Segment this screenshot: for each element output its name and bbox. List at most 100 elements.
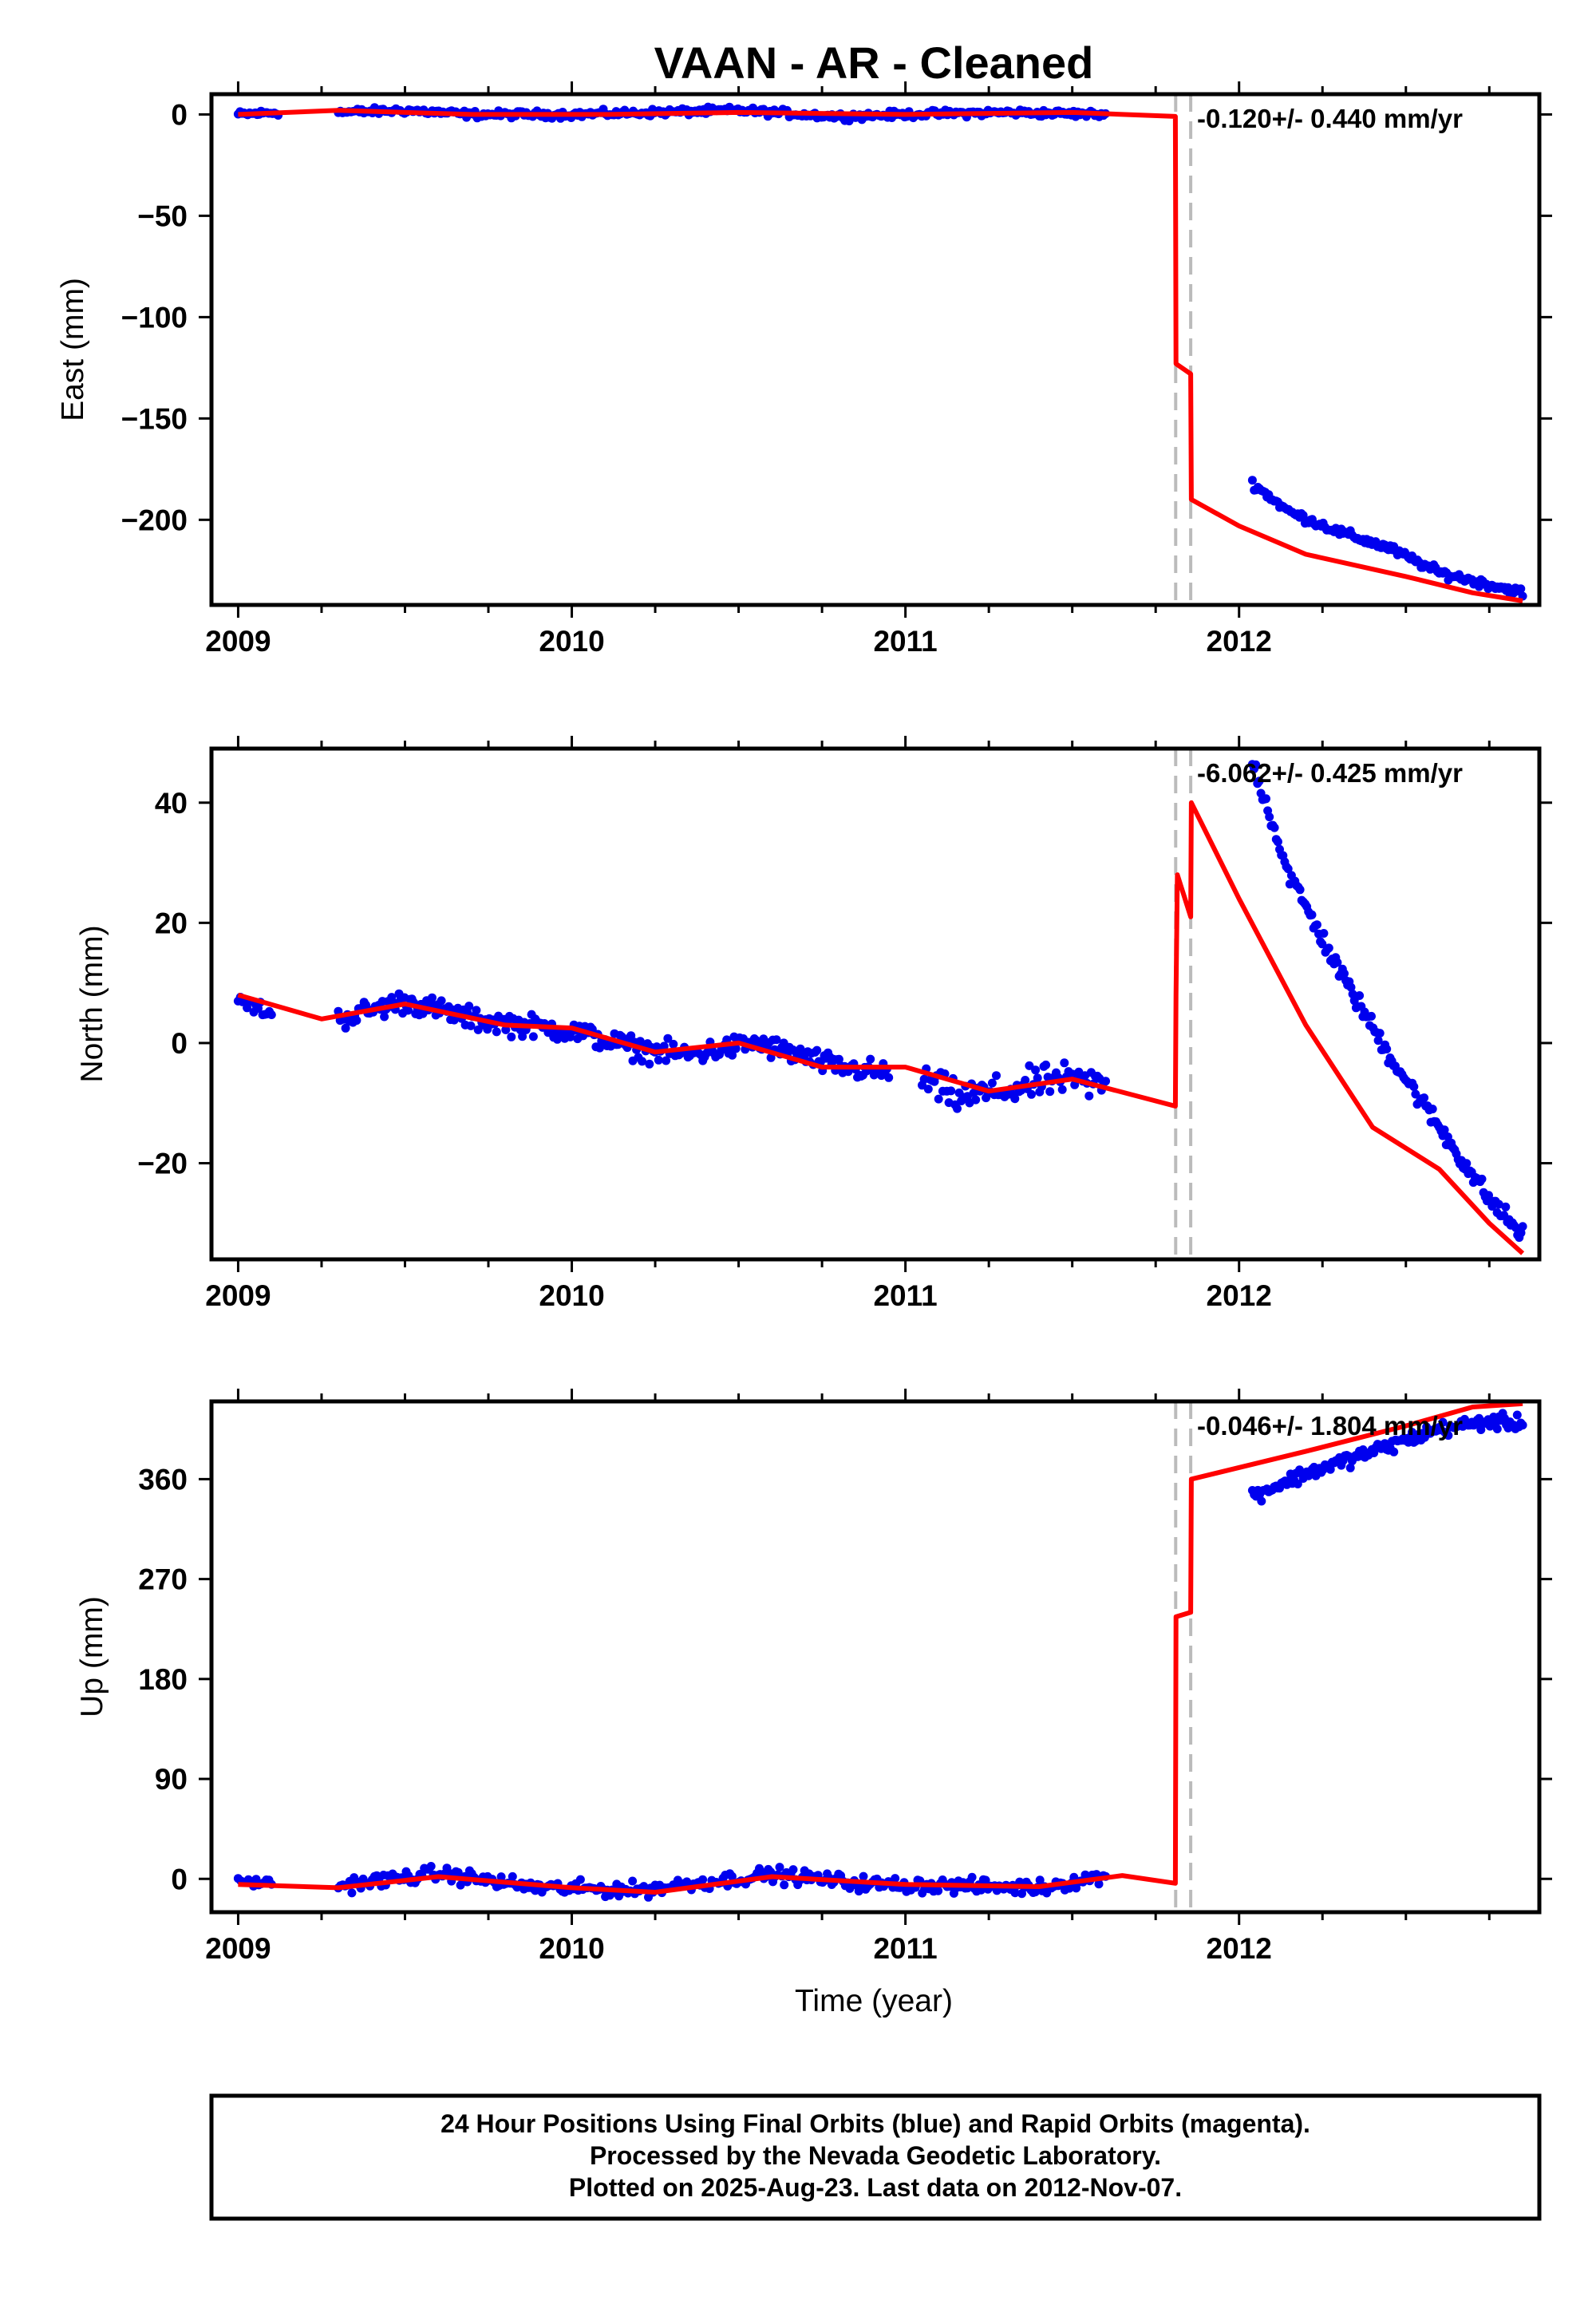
- rate-label: -6.062+/- 0.425 mm/yr: [1197, 758, 1463, 788]
- data-point: [1283, 864, 1293, 874]
- data-point: [987, 1078, 997, 1088]
- plot-area: [233, 749, 1527, 1259]
- data-point: [891, 1874, 900, 1883]
- data-point: [518, 1032, 527, 1041]
- data-point: [1035, 1875, 1045, 1885]
- data-point: [492, 1027, 501, 1037]
- data-point: [654, 1055, 663, 1065]
- data-point: [507, 1032, 516, 1041]
- data-point: [1355, 991, 1365, 1000]
- plot-area: [233, 1401, 1527, 1912]
- data-point: [662, 1056, 671, 1065]
- data-point: [1101, 1077, 1110, 1086]
- data-point: [731, 1044, 741, 1053]
- data-point: [1518, 1421, 1527, 1430]
- footer-line-3: Plotted on 2025-Aug-23. Last data on 201…: [569, 2173, 1182, 2202]
- y-axis-label: East (mm): [56, 278, 90, 421]
- data-point: [1027, 1089, 1036, 1099]
- data-point: [628, 1876, 638, 1886]
- footer-box: [209, 2093, 1542, 2221]
- data-point: [341, 1023, 350, 1033]
- plot-frame: [209, 746, 1542, 1262]
- data-point: [1312, 920, 1321, 930]
- chart-title: VAAN - AR - Cleaned: [654, 38, 1094, 88]
- data-point: [1033, 1073, 1042, 1083]
- x-tick-label: 2009: [205, 1279, 271, 1312]
- x-tick-label: 2009: [205, 625, 271, 658]
- data-point: [1444, 1431, 1453, 1441]
- data-point: [501, 1025, 511, 1034]
- data-point: [971, 1095, 981, 1105]
- plot-frame: [209, 92, 1542, 607]
- data-point: [1494, 1199, 1503, 1209]
- data-point: [866, 1054, 875, 1064]
- plot-frame: [209, 1399, 1542, 1915]
- data-point: [472, 1006, 481, 1015]
- data-point: [1262, 794, 1270, 804]
- data-point: [1382, 1045, 1392, 1053]
- y-axis-label: North (mm): [75, 925, 109, 1082]
- data-point: [934, 1094, 943, 1104]
- data-point: [1333, 958, 1342, 967]
- data-point: [380, 1012, 389, 1022]
- data-point: [1501, 1202, 1511, 1211]
- data-point: [1010, 1094, 1020, 1104]
- data-point: [992, 1071, 1001, 1081]
- data-point: [428, 993, 437, 1002]
- x-tick-label: 2010: [539, 1932, 604, 1965]
- y-tick-label: 40: [155, 787, 188, 820]
- data-point: [1307, 910, 1317, 919]
- data-point: [267, 1010, 276, 1019]
- data-point: [387, 993, 397, 1002]
- data-point: [352, 1016, 361, 1026]
- y-tick-label: 360: [138, 1463, 188, 1496]
- data-point: [496, 1872, 506, 1882]
- data-point: [1345, 1463, 1355, 1472]
- data-point: [404, 1006, 413, 1015]
- data-point: [1477, 1174, 1487, 1184]
- y-tick-label: 90: [155, 1763, 188, 1796]
- data-point: [1021, 1076, 1030, 1085]
- data-point: [780, 1880, 789, 1890]
- x-tick-label: 2012: [1207, 1279, 1272, 1312]
- data-point: [859, 1871, 868, 1881]
- x-tick-label: 2012: [1207, 625, 1272, 658]
- data-point: [1409, 1082, 1419, 1092]
- data-point: [1389, 1447, 1399, 1456]
- data-point: [884, 1073, 894, 1082]
- data-point: [1462, 1159, 1472, 1168]
- data-point: [437, 996, 446, 1006]
- rate-label: -0.120+/- 0.440 mm/yr: [1197, 104, 1463, 133]
- model-line: [238, 108, 1523, 603]
- data-point: [788, 1865, 798, 1875]
- x-tick-label: 2011: [873, 625, 937, 658]
- data-point: [1325, 1464, 1335, 1474]
- data-point: [1346, 982, 1356, 992]
- footer-line-1: 24 Hour Positions Using Final Orbits (bl…: [440, 2109, 1310, 2138]
- data-point: [1010, 1888, 1020, 1898]
- data-point: [698, 1875, 708, 1884]
- data-point: [659, 1041, 669, 1051]
- data-point: [1257, 1496, 1266, 1506]
- data-point: [464, 1002, 474, 1011]
- data-point: [919, 1074, 929, 1084]
- y-tick-label: 0: [171, 98, 188, 131]
- data-point: [1440, 1125, 1449, 1135]
- data-point: [1094, 1879, 1104, 1889]
- data-point: [772, 1035, 781, 1045]
- data-point: [663, 1034, 673, 1043]
- data-point: [1324, 943, 1333, 953]
- data-point: [1041, 1060, 1051, 1069]
- rate-label: -0.046+/- 1.804 mm/yr: [1197, 1411, 1463, 1441]
- data-point: [1254, 777, 1264, 786]
- model-line: [238, 1401, 1523, 1895]
- data-point: [453, 1867, 463, 1877]
- data-point: [923, 1085, 933, 1094]
- data-point: [953, 1104, 962, 1113]
- data-point: [1516, 584, 1526, 594]
- data-point: [1375, 1029, 1385, 1038]
- y-axis-label: Up (mm): [75, 1596, 109, 1717]
- y-tick-label: −50: [137, 200, 188, 232]
